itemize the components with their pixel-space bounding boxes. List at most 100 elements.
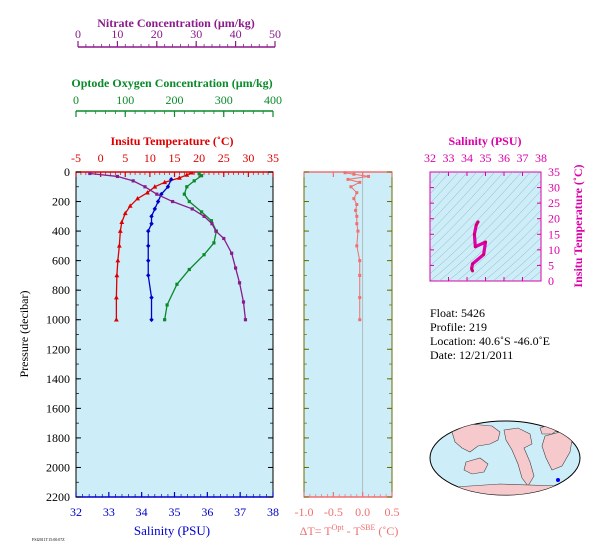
delta-point bbox=[358, 180, 362, 184]
ts-salinity-tick-label: 38 bbox=[535, 151, 547, 165]
nitrate-point bbox=[234, 266, 238, 270]
salinity-point bbox=[152, 206, 157, 212]
ts-point bbox=[484, 240, 487, 244]
ts-salinity-title: Salinity (PSU) bbox=[448, 134, 521, 148]
ts-temperature-tick-label: 10 bbox=[548, 243, 560, 257]
nitrate-profile-line bbox=[89, 172, 247, 320]
oxygen-tick-label: 100 bbox=[116, 93, 134, 107]
density-contour bbox=[430, 172, 450, 195]
temperature-point bbox=[145, 190, 150, 195]
density-contour bbox=[492, 237, 541, 281]
temperature-point bbox=[162, 179, 168, 185]
temperature-tick-label: 35 bbox=[267, 151, 279, 165]
map-asia-europe bbox=[451, 423, 501, 453]
delta-point bbox=[354, 208, 358, 212]
delta-point bbox=[346, 177, 350, 181]
ts-temperature-tick-label: 20 bbox=[548, 212, 560, 226]
delta-tick-label: -0.5 bbox=[324, 505, 343, 519]
salinity-tick-label: 35 bbox=[169, 505, 181, 519]
temperature-point bbox=[113, 317, 119, 322]
temperature-point bbox=[135, 195, 140, 201]
salinity-point bbox=[146, 273, 151, 278]
oxygen-axis-title: Optode Oxygen Concentration (µm/kg) bbox=[71, 76, 272, 90]
delta-point bbox=[343, 171, 347, 175]
float-location-marker bbox=[556, 478, 560, 482]
float-info: Float: 5426 Profile: 219 Location: 40.6˚… bbox=[430, 306, 550, 362]
temperature-point bbox=[152, 184, 158, 189]
ts-temperature-title: Insitu Temperature (˚C) bbox=[571, 164, 585, 287]
ts-temperature-tick-label: 0 bbox=[548, 274, 554, 288]
ts-point bbox=[471, 262, 474, 266]
profile-panel-background bbox=[75, 171, 274, 498]
map-antarctica bbox=[430, 483, 580, 495]
temperature-tick-label: 30 bbox=[242, 151, 254, 165]
temperature-point bbox=[115, 258, 121, 263]
oxygen-tick-label: 0 bbox=[73, 93, 79, 107]
ts-salinity-tick-label: 33 bbox=[443, 151, 455, 165]
density-contour bbox=[483, 228, 541, 281]
salinity-point bbox=[149, 221, 154, 227]
delta-tick-label: -1.0 bbox=[295, 505, 314, 519]
oxygen-point bbox=[182, 192, 186, 196]
salinity-point bbox=[149, 213, 154, 219]
nitrate-tick-label: 20 bbox=[151, 27, 163, 41]
oxygen-point bbox=[192, 179, 196, 183]
salinity-point bbox=[149, 317, 154, 323]
ts-point bbox=[473, 245, 477, 249]
temperature-point bbox=[119, 219, 125, 225]
temperature-point bbox=[184, 172, 190, 177]
profile-number: Profile: 219 bbox=[430, 320, 487, 334]
ts-salinity-tick-label: 32 bbox=[424, 151, 436, 165]
pressure-tick-label: 200 bbox=[52, 195, 70, 209]
temperature-point bbox=[113, 294, 119, 300]
oxygen-point bbox=[202, 253, 206, 257]
pressure-tick-label: 400 bbox=[52, 224, 70, 238]
salinity-bottom-axis-title: Salinity (PSU) bbox=[134, 523, 210, 538]
ts-point bbox=[470, 267, 474, 270]
density-contour bbox=[430, 172, 441, 185]
nitrate-point bbox=[243, 318, 248, 322]
temperature-tick-label: 25 bbox=[218, 151, 230, 165]
oxygen-point bbox=[187, 267, 191, 272]
ts-temperature-tick-label: 15 bbox=[548, 227, 560, 241]
pressure-tick-label: 1600 bbox=[46, 401, 70, 415]
delta-point bbox=[355, 214, 359, 218]
ts-temperature-tick-label: 5 bbox=[548, 258, 554, 272]
delta-point bbox=[358, 259, 362, 263]
map-australia bbox=[463, 457, 489, 475]
delta-tick-label: 0.5 bbox=[385, 505, 400, 519]
nitrate-point bbox=[155, 192, 159, 196]
density-contour bbox=[528, 270, 541, 281]
salinity-tick-label: 33 bbox=[103, 505, 115, 519]
temperature-point bbox=[116, 243, 122, 248]
ts-salinity-tick-label: 37 bbox=[517, 151, 529, 165]
temperature-point bbox=[177, 175, 182, 180]
profile-date: Date: 12/21/2011 bbox=[430, 348, 513, 362]
profile-panel: -5 0 5 10 15 20 25 30 35 32 33 34 35 36 37 38 02004006… bbox=[17, 151, 279, 538]
salinity-tick-label: 38 bbox=[267, 505, 279, 519]
density-contour bbox=[456, 200, 541, 281]
temperature-tick-label: -5 bbox=[71, 151, 81, 165]
oxygen-point bbox=[199, 174, 204, 178]
nitrate-point bbox=[115, 174, 119, 179]
ts-temperature-tick-label: 30 bbox=[548, 181, 560, 195]
delta-panel: -1.0 -0.5 0.0 0.5 ΔT= TOpt - TSBE (˚C) bbox=[295, 171, 400, 538]
delta-point bbox=[352, 172, 356, 176]
pressure-tick-label: 1400 bbox=[46, 372, 70, 386]
oxygen-point bbox=[212, 241, 216, 245]
nitrate-point bbox=[210, 222, 214, 226]
density-contour bbox=[430, 172, 477, 223]
density-contour bbox=[430, 172, 531, 274]
oxygen-tick-label: 400 bbox=[264, 93, 282, 107]
salinity-tick-label: 34 bbox=[136, 505, 148, 519]
temperature-tick-label: 5 bbox=[122, 151, 128, 165]
location: Location: 40.6˚S -46.0˚E bbox=[430, 334, 550, 348]
density-contour bbox=[519, 262, 541, 281]
ts-salinity-tick-label: 34 bbox=[461, 151, 473, 165]
nitrate-point bbox=[214, 229, 218, 233]
salinity-point bbox=[159, 191, 164, 197]
pressure-axis-title: Pressure (decibar) bbox=[17, 291, 31, 378]
delta-panel-background bbox=[303, 171, 393, 498]
oxygen-point bbox=[175, 282, 179, 286]
